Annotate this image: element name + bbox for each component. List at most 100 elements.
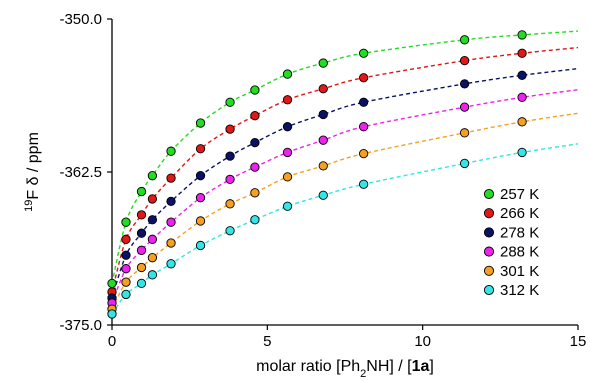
x-axis-title-middle: NH] / [ (366, 358, 412, 375)
data-point (459, 79, 470, 89)
data-point (358, 148, 369, 159)
data-point (459, 55, 470, 66)
legend-item: 257 K (483, 186, 539, 203)
data-point (459, 128, 470, 138)
legend-marker (483, 227, 495, 238)
legend-label: 288 K (500, 244, 539, 261)
legend-label: 278 K (500, 224, 539, 241)
x-axis-title-prefix: molar ratio [Ph (256, 358, 360, 375)
x-tick-label: 10 (414, 333, 431, 350)
data-point (166, 173, 176, 183)
data-point (250, 188, 260, 198)
data-point (282, 95, 293, 105)
x-axis-title-subscript: 2 (360, 368, 366, 380)
x-tick-label: 15 (570, 333, 587, 350)
data-point (517, 48, 527, 58)
x-axis-title-bold: 1a (412, 358, 430, 375)
data-point (459, 102, 470, 112)
x-axis-title-suffix: ] (429, 358, 433, 375)
data-point (225, 97, 235, 107)
legend-item: 301 K (483, 263, 539, 280)
data-point (250, 85, 260, 95)
legend-item: 266 K (483, 205, 539, 222)
y-axis-title-main: F δ / ppm (25, 132, 42, 200)
data-point (121, 250, 131, 260)
data-point (282, 69, 293, 79)
x-axis-title: molar ratio [Ph2NH] / [1a] (256, 358, 434, 380)
data-point (121, 234, 131, 244)
data-point (107, 278, 117, 289)
legend-label: 257 K (500, 186, 539, 203)
data-point (195, 193, 206, 203)
data-point (250, 215, 260, 225)
axis-ticks: 0 5 10 15 -350.0 -362.5 -375.0 (59, 11, 586, 350)
data-point (358, 73, 369, 83)
data-point (136, 186, 147, 197)
data-point (318, 84, 328, 94)
legend-label: 312 K (500, 282, 539, 299)
data-point (517, 92, 527, 102)
legend-marker (483, 284, 495, 296)
data-point (225, 226, 235, 236)
data-point (166, 196, 176, 207)
legend-marker (483, 188, 495, 200)
legend-marker (483, 246, 495, 257)
legend-label: 301 K (500, 263, 539, 280)
y-tick-label: -375.0 (59, 317, 102, 334)
data-point (195, 216, 206, 226)
y-axis-title: 19F δ / ppm (23, 132, 42, 212)
data-point (195, 118, 206, 128)
data-point (282, 201, 293, 211)
legend-item: 278 K (483, 224, 539, 241)
data-point (318, 190, 328, 200)
y-tick-label: -350.0 (59, 11, 102, 28)
data-point (147, 253, 158, 263)
data-point (358, 48, 369, 58)
data-point (282, 122, 293, 132)
data-point (147, 215, 158, 225)
data-point (136, 278, 147, 289)
data-point (250, 111, 260, 121)
data-point (147, 171, 158, 181)
data-point (517, 70, 527, 80)
data-point (225, 151, 235, 161)
legend-item: 288 K (483, 244, 539, 261)
legend: 257 K 266 K 278 K 288 K 301 K 312 K (483, 186, 539, 299)
data-point (250, 162, 260, 172)
data-point (166, 146, 176, 156)
data-point (517, 147, 527, 158)
data-point (195, 240, 206, 251)
y-tick-label: -362.5 (59, 164, 102, 181)
data-point (358, 97, 369, 107)
data-point (166, 217, 176, 227)
data-point (121, 277, 131, 287)
data-point (318, 109, 328, 120)
data-points (107, 30, 527, 319)
data-point (225, 199, 235, 209)
data-point (250, 137, 260, 148)
y-axis-title-superscript: 19 (23, 200, 35, 212)
data-point (459, 35, 470, 45)
data-point (166, 259, 176, 269)
legend-marker (483, 265, 495, 276)
data-point (136, 228, 147, 238)
x-tick-label: 0 (108, 333, 116, 350)
data-point (121, 289, 131, 300)
data-point (195, 144, 206, 154)
data-point (136, 262, 147, 273)
data-point (121, 217, 131, 227)
fit-curve (111, 67, 579, 299)
legend-label: 266 K (500, 205, 539, 222)
data-point (318, 161, 328, 171)
legend-marker (483, 208, 495, 219)
data-point (517, 30, 527, 40)
data-point (517, 117, 527, 127)
data-point (147, 270, 158, 280)
data-point (136, 245, 147, 255)
data-point (121, 264, 131, 274)
legend-item: 312 K (483, 282, 539, 299)
data-point (147, 234, 158, 244)
data-point (282, 172, 293, 182)
data-point (136, 210, 147, 220)
